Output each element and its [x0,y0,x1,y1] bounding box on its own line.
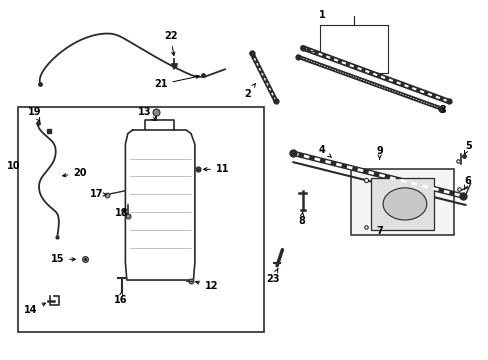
Text: 10: 10 [7,161,20,171]
Text: 16: 16 [114,292,127,305]
Text: 14: 14 [24,303,45,315]
Text: 4: 4 [318,145,330,157]
Text: 22: 22 [163,31,177,55]
Text: 1: 1 [318,10,325,19]
Bar [19,107,264,332]
Text: 23: 23 [265,269,279,284]
Text: 15: 15 [50,254,75,264]
Text: 21: 21 [154,75,199,89]
Text: 11: 11 [203,164,229,174]
Text: 13: 13 [138,107,155,120]
Text: 3: 3 [439,105,446,115]
Text: 2: 2 [244,84,255,99]
Text: 17: 17 [90,189,106,199]
Text: 8: 8 [297,212,304,226]
Text: 7: 7 [376,226,382,236]
Text: 18: 18 [115,208,128,218]
Bar [351,169,453,235]
Text: 20: 20 [62,168,87,178]
Circle shape [382,188,426,220]
Text: 12: 12 [195,281,218,291]
Text: 6: 6 [464,176,470,189]
Text: 19: 19 [28,107,41,121]
Text: 9: 9 [376,147,382,159]
Text: 5: 5 [464,141,470,154]
Bar [370,178,433,230]
